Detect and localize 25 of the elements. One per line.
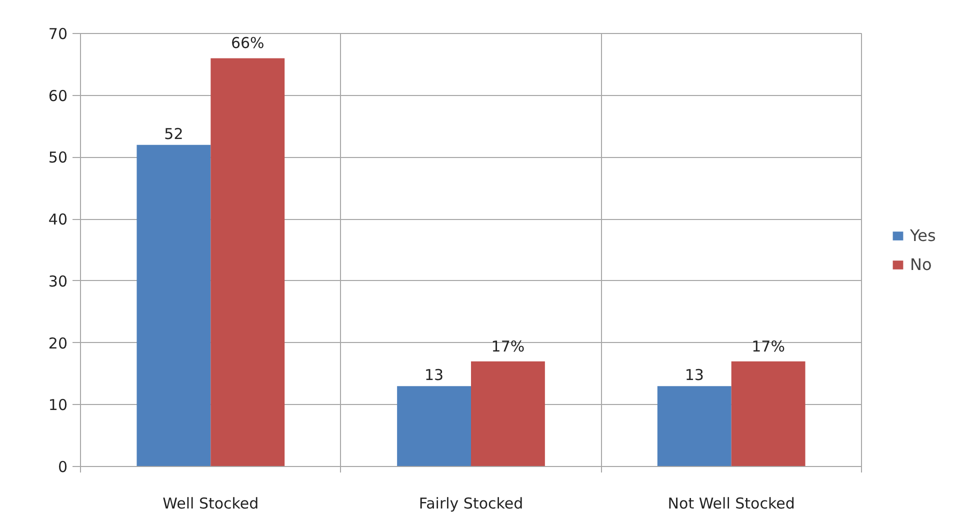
bar bbox=[471, 361, 545, 466]
y-tick-label: 70 bbox=[48, 25, 68, 43]
y-tick-label: 10 bbox=[48, 396, 68, 414]
data-label: 17% bbox=[752, 337, 785, 356]
bar bbox=[731, 361, 806, 466]
x-tick-label: Fairly Stocked bbox=[418, 494, 524, 512]
bar bbox=[210, 58, 285, 466]
data-label: 52 bbox=[164, 124, 184, 143]
data-label: 17% bbox=[491, 337, 525, 356]
x-tick-label: Well Stocked bbox=[162, 494, 259, 512]
data-label: 66% bbox=[230, 34, 264, 52]
data-label: 13 bbox=[684, 366, 704, 384]
bar bbox=[136, 144, 211, 466]
legend-label: No bbox=[910, 254, 932, 274]
bar bbox=[397, 386, 471, 466]
x-tick-label: Not Well Stocked bbox=[668, 494, 795, 512]
y-tick-label: 40 bbox=[48, 210, 68, 229]
y-tick-label: 50 bbox=[48, 148, 68, 167]
bar bbox=[657, 386, 732, 466]
y-tick-label: 60 bbox=[48, 86, 68, 105]
y-tick-label: 30 bbox=[48, 272, 68, 290]
y-tick-label: 0 bbox=[58, 458, 68, 476]
data-label: 13 bbox=[424, 366, 444, 384]
legend-label: Yes bbox=[910, 226, 936, 244]
y-tick-label: 20 bbox=[48, 334, 68, 352]
